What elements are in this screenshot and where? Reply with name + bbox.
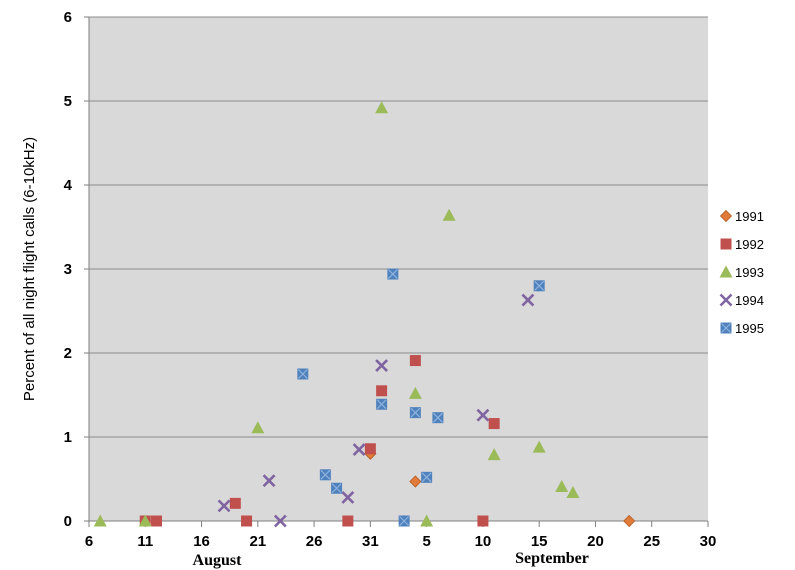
data-points: [93, 101, 636, 528]
data-point-1995: [331, 482, 343, 494]
data-point-1994: [521, 293, 535, 307]
data-point-1993: [555, 480, 569, 493]
data-point-1993: [487, 448, 501, 461]
y-tick-labels: 0 1 2 3 4 5 6: [64, 9, 89, 530]
month-label-september: September: [515, 550, 589, 567]
data-point-1993: [251, 421, 265, 434]
data-point-1993: [93, 514, 107, 527]
data-point-1994: [352, 443, 366, 457]
y-tick-label: 0: [64, 513, 72, 530]
x-tick-label: 21: [249, 533, 266, 550]
legend-item-1994: 1994: [719, 293, 764, 308]
data-point-1993: [420, 514, 434, 527]
data-point-1993: [138, 514, 152, 527]
x-tick-label: 10: [475, 533, 492, 550]
data-point-1995: [409, 407, 421, 419]
y-tick-label: 6: [64, 9, 72, 26]
data-point-1991: [409, 475, 422, 488]
data-point-1992: [229, 497, 241, 509]
data-point-1992: [477, 515, 489, 527]
data-point-1992: [488, 418, 500, 430]
data-point-1993: [408, 386, 422, 399]
data-point-1995: [398, 515, 410, 527]
data-point-1995: [319, 469, 331, 481]
data-point-1993: [566, 485, 580, 498]
x-tick-label: 20: [587, 533, 604, 550]
data-point-1994: [476, 408, 490, 422]
data-point-1993: [442, 208, 456, 221]
legend-label-1992: 1992: [735, 237, 764, 252]
data-point-1994: [273, 514, 287, 528]
data-point-1995: [421, 471, 433, 483]
data-point-1992: [376, 385, 388, 397]
series-1995: [297, 268, 545, 527]
legend-item-1991: 1991: [719, 209, 764, 224]
y-axis-label: Percent of all night flight calls (6-10k…: [21, 137, 38, 401]
series-1994: [217, 293, 535, 528]
data-point-1995: [432, 412, 444, 424]
legend-label-1994: 1994: [735, 293, 764, 308]
legend-item-1995: 1995: [720, 321, 764, 336]
data-point-1995: [533, 280, 545, 292]
data-point-1995: [387, 268, 399, 280]
x-tick-label: 11: [137, 533, 153, 550]
grid-lines: [89, 16, 708, 438]
legend-item-1993: 1993: [719, 265, 764, 280]
data-point-1994: [217, 499, 231, 513]
legend-marker-1993: [719, 265, 733, 278]
x-tick-label: 15: [531, 533, 548, 550]
y-tick-label: 1: [64, 429, 72, 446]
y-tick-label: 4: [64, 177, 73, 194]
x-tick-label: 25: [643, 533, 660, 550]
legend-marker-1995: [720, 322, 732, 334]
legend-marker-1991: [719, 209, 733, 223]
x-tick-label: 16: [193, 533, 210, 550]
data-point-1994: [262, 474, 276, 488]
legend-marker-1994: [719, 293, 733, 307]
series-1993: [93, 101, 580, 527]
data-point-1992: [342, 515, 354, 527]
y-tick-label: 2: [64, 345, 72, 362]
data-point-1992: [364, 443, 376, 455]
y-tick-label: 5: [64, 93, 72, 110]
legend-label-1995: 1995: [735, 321, 764, 336]
x-tick-label: 26: [306, 533, 323, 550]
y-tick-label: 3: [64, 261, 72, 278]
data-point-1995: [376, 398, 388, 410]
data-point-1992: [409, 355, 421, 367]
data-point-1993: [375, 101, 389, 114]
data-point-1992: [151, 515, 163, 527]
x-tick-labels: 6 11 16 21 26 31 5 10 15 20 25 30: [85, 521, 717, 550]
data-point-1994: [341, 491, 355, 504]
data-point-1994: [375, 359, 389, 373]
x-tick-label: 6: [85, 533, 93, 550]
data-point-1995: [297, 368, 309, 380]
legend: 1991 1992 1993 1994 1995: [719, 209, 764, 336]
data-point-1991: [623, 514, 636, 528]
x-tick-label: 31: [362, 533, 379, 550]
data-point-1992: [241, 515, 253, 527]
legend-label-1993: 1993: [735, 265, 764, 280]
legend-label-1991: 1991: [735, 209, 764, 224]
legend-item-1992: 1992: [720, 237, 764, 252]
x-tick-label: 30: [700, 533, 717, 550]
x-tick-label: 5: [422, 533, 430, 550]
month-label-august: August: [193, 552, 243, 569]
legend-marker-1992: [720, 238, 732, 250]
data-point-1993: [532, 440, 546, 453]
